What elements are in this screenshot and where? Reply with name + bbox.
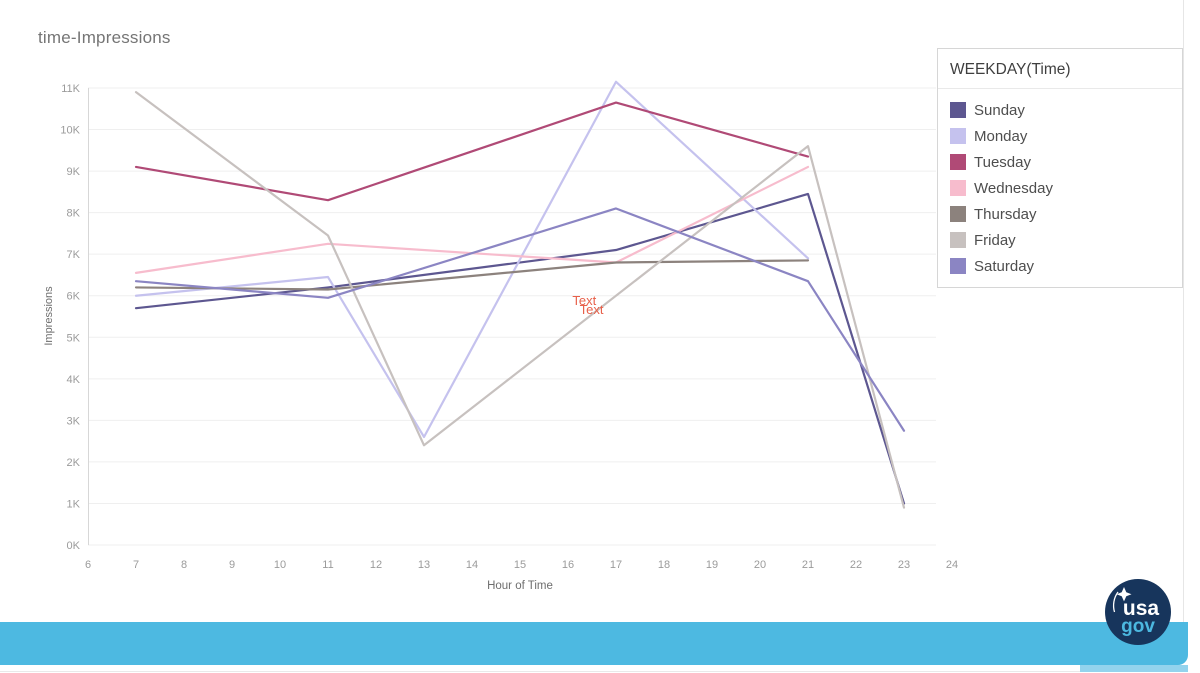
y-tick-label: 7K [67, 249, 81, 261]
x-tick-label: 13 [418, 559, 430, 571]
x-tick-label: 24 [946, 559, 958, 571]
x-tick-label: 10 [274, 559, 286, 571]
legend-swatch [950, 232, 966, 248]
star-icon [1116, 587, 1132, 602]
x-tick-label: 6 [85, 559, 91, 571]
y-tick-label: 5K [67, 332, 81, 344]
x-tick-label: 11 [322, 559, 333, 571]
usagov-logo: usa gov [1105, 579, 1171, 645]
y-tick-label: 3K [67, 415, 81, 427]
legend-item-label: Tuesday [974, 153, 1031, 171]
x-tick-label: 16 [562, 559, 574, 571]
line-chart[interactable]: 0K 1K 2K 3K 4K 5K 6K 7K 8K 9K 10K 11K 6 7 8 9 10 11 12 13 14… [0, 0, 1200, 620]
x-tick-label: 8 [181, 559, 187, 571]
legend-swatch [950, 102, 966, 118]
legend-item-label: Thursday [974, 205, 1037, 223]
y-tick-label: 10K [60, 125, 80, 137]
legend-item-tuesday[interactable]: Tuesday [950, 149, 1170, 175]
legend: WEEKDAY(Time) Sunday Monday Tuesday Wednesd… [937, 48, 1183, 288]
legend-swatch [950, 128, 966, 144]
legend-swatch [950, 258, 966, 274]
legend-swatch [950, 154, 966, 170]
annotation-text[interactable]: Text [579, 302, 604, 318]
y-tick-label: 9K [67, 166, 81, 178]
legend-item-label: Saturday [974, 257, 1035, 275]
card-right-edge [1183, 0, 1184, 622]
legend-items: Sunday Monday Tuesday Wednesday Thursday Frid… [938, 89, 1182, 279]
series-line-friday[interactable] [134, 91, 906, 509]
legend-item-monday[interactable]: Monday [950, 123, 1170, 149]
legend-item-wednesday[interactable]: Wednesday [950, 175, 1170, 201]
bottom-strip [0, 665, 1188, 672]
y-tick-label: 8K [67, 208, 81, 220]
x-tick-label: 17 [610, 559, 622, 571]
y-tick-label: 1K [67, 498, 81, 510]
series-line-monday[interactable] [134, 80, 810, 439]
legend-item-label: Monday [974, 127, 1028, 145]
footer-bar [0, 622, 1188, 665]
legend-item-label: Friday [974, 231, 1016, 249]
series-line-sunday[interactable] [134, 192, 906, 505]
legend-item-sunday[interactable]: Sunday [950, 97, 1170, 123]
y-axis-title: Impressions [43, 286, 55, 346]
y-tick-label: 2K [67, 457, 81, 469]
series-line-saturday[interactable] [134, 207, 906, 432]
y-tick-label: 0K [67, 540, 81, 552]
legend-title: WEEKDAY(Time) [938, 49, 1182, 89]
legend-swatch [950, 206, 966, 222]
legend-swatch [950, 180, 966, 196]
legend-item-saturday[interactable]: Saturday [950, 253, 1170, 279]
star-swoosh-icon [1112, 591, 1119, 613]
x-tick-label: 23 [898, 559, 910, 571]
x-tick-label: 15 [514, 559, 526, 571]
annotation-text[interactable]: Text [572, 292, 597, 308]
y-tick-label: 4K [67, 374, 81, 386]
x-tick-label: 22 [850, 559, 862, 571]
series-line-wednesday[interactable] [134, 165, 810, 274]
legend-item-thursday[interactable]: Thursday [950, 201, 1170, 227]
x-tick-label: 20 [754, 559, 766, 571]
x-axis-title: Hour of Time [487, 580, 553, 592]
x-tick-label: 7 [133, 559, 139, 571]
legend-item-label: Sunday [974, 101, 1025, 119]
x-tick-label: 12 [370, 559, 382, 571]
x-tick-label: 9 [229, 559, 235, 571]
bottom-strip-right [1080, 665, 1188, 672]
x-tick-label: 21 [802, 559, 814, 571]
x-tick-label: 19 [706, 559, 718, 571]
logo-text-usa: usa [1123, 597, 1160, 620]
logo-text-gov: gov [1121, 616, 1155, 637]
y-tick-label: 11K [61, 83, 80, 95]
chart-title: time-Impressions [38, 28, 171, 47]
x-tick-label: 18 [658, 559, 670, 571]
y-tick-label: 6K [67, 291, 81, 303]
series-line-tuesday[interactable] [134, 101, 810, 202]
legend-item-friday[interactable]: Friday [950, 227, 1170, 253]
legend-item-label: Wednesday [974, 179, 1053, 197]
x-tick-label: 14 [466, 559, 478, 571]
